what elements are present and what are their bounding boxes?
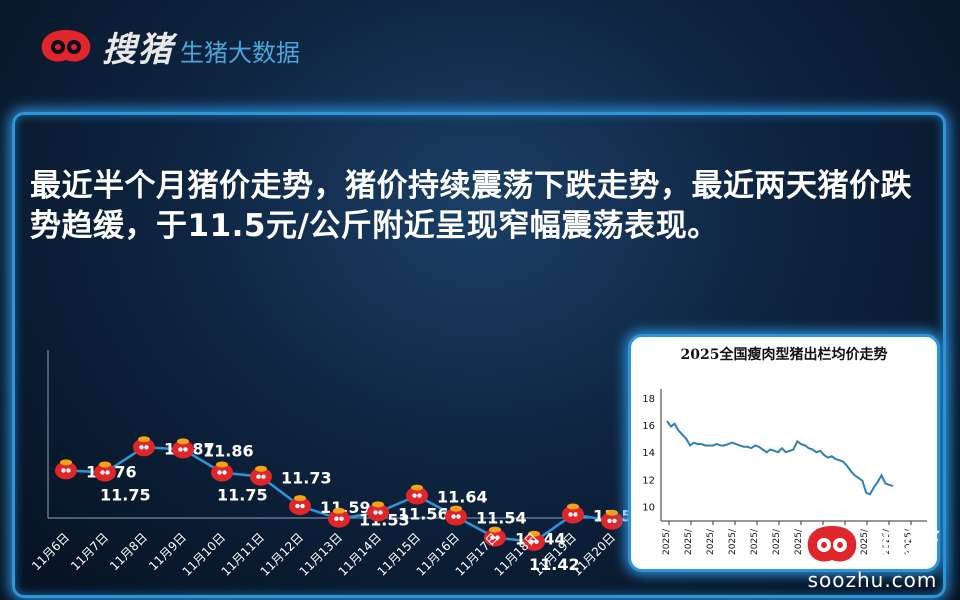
data-label: 11.42: [529, 555, 580, 574]
pig-marker: [55, 459, 77, 480]
x-tick-label: 11月7日: [68, 530, 111, 573]
pig-marker: [289, 495, 311, 516]
header: 搜猪 生猪大数据: [30, 22, 430, 72]
inset-x-tick-label: 2025/: [794, 528, 804, 555]
pig-marker: [172, 438, 194, 459]
pig-marker: [445, 505, 467, 526]
inset-chart-title: 2025全国瘦肉型猪出栏均价走势: [680, 347, 888, 363]
data-label: 11.73: [281, 469, 332, 488]
inset-x-tick-label: 2025/: [706, 528, 716, 555]
inset-chart-card: 10 12 14 16 18 2025/2025/2025/2025/2025/2025/…: [628, 334, 940, 572]
inset-x-tick-label: 2025/: [750, 528, 760, 555]
inset-y-tick-label: 12: [642, 475, 655, 486]
data-label: 11.64: [437, 488, 488, 507]
inset-x-tick-label: 2025/: [772, 528, 782, 555]
data-label: 11.75: [217, 486, 268, 505]
inset-series-line: [666, 420, 894, 496]
pig-marker: [250, 465, 272, 486]
pig-marker: [133, 436, 155, 457]
pig-marker: [406, 484, 428, 505]
inset-y-tick-label: 18: [642, 394, 655, 405]
pig-marker: [484, 526, 506, 547]
inset-y-tick-label: 14: [642, 448, 655, 459]
pig-marker: [367, 501, 389, 522]
inset-x-tick-label: 2025/: [904, 528, 914, 555]
inset-x-tick-label: 2025/: [882, 528, 892, 555]
x-tick-label: 11月6日: [29, 530, 72, 573]
data-label: 11.54: [476, 509, 527, 528]
pig-marker: [328, 507, 350, 528]
inset-x-tick-label: 2025/: [662, 528, 672, 555]
headline-text: 最近半个月猪价走势，猪价持续震荡下跌走势，最近两天猪价跌势趋缓，于11.5元/公…: [30, 168, 912, 244]
data-label: 11.56: [398, 504, 449, 523]
pig-marker: [562, 503, 584, 524]
logo-icon: [41, 30, 91, 62]
content-panel: [12, 112, 946, 598]
pig-marker: [211, 461, 233, 482]
main-price-chart: 11.7611月6日11.7511月7日11.8711月8日11.8611月9日…: [29, 350, 640, 579]
inset-x-tick-label: 2025/: [860, 528, 870, 555]
page-subtitle: 生猪大数据: [180, 39, 300, 67]
pig-marker: [94, 461, 116, 482]
watermark-text: soozhu.com: [807, 568, 938, 592]
inset-y-tick-label: 16: [642, 421, 655, 432]
logo-text: 搜猪: [102, 30, 174, 70]
watermark-logo-icon: 搜猪: [807, 526, 940, 567]
inset-y-tick-label: 10: [642, 502, 655, 513]
data-label: 11.75: [100, 486, 151, 505]
watermark-logo-text: 搜猪: [866, 527, 940, 567]
pig-marker: [523, 530, 545, 551]
inset-x-tick-label: 2025/: [684, 528, 694, 555]
x-tick-label: 11月8日: [107, 530, 150, 573]
pig-marker: [601, 509, 623, 530]
data-label: 11.86: [203, 441, 254, 460]
inset-x-tick-label: 2025/: [728, 528, 738, 555]
watermark: 搜猪 soozhu.com: [790, 520, 955, 600]
